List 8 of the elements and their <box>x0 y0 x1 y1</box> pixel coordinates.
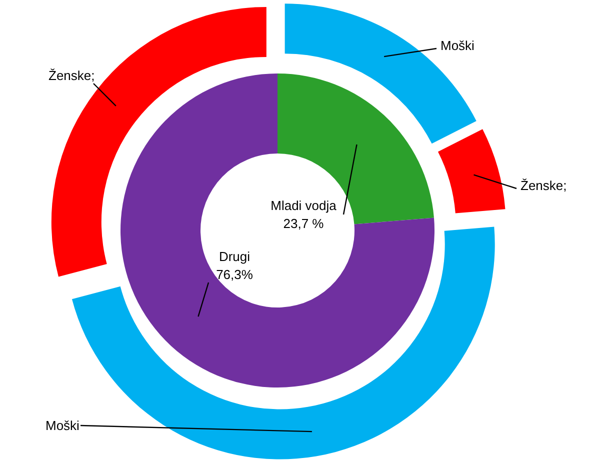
data-label: 76,3% <box>216 267 254 282</box>
text: Ženske; <box>520 178 567 193</box>
text: Ženske; <box>48 68 95 83</box>
data-label: 23,7 % <box>283 216 324 231</box>
text: Drugi <box>218 249 250 264</box>
text: Moški <box>46 418 80 433</box>
text: Moški <box>440 38 475 53</box>
text: Mladi vodja <box>270 198 338 213</box>
